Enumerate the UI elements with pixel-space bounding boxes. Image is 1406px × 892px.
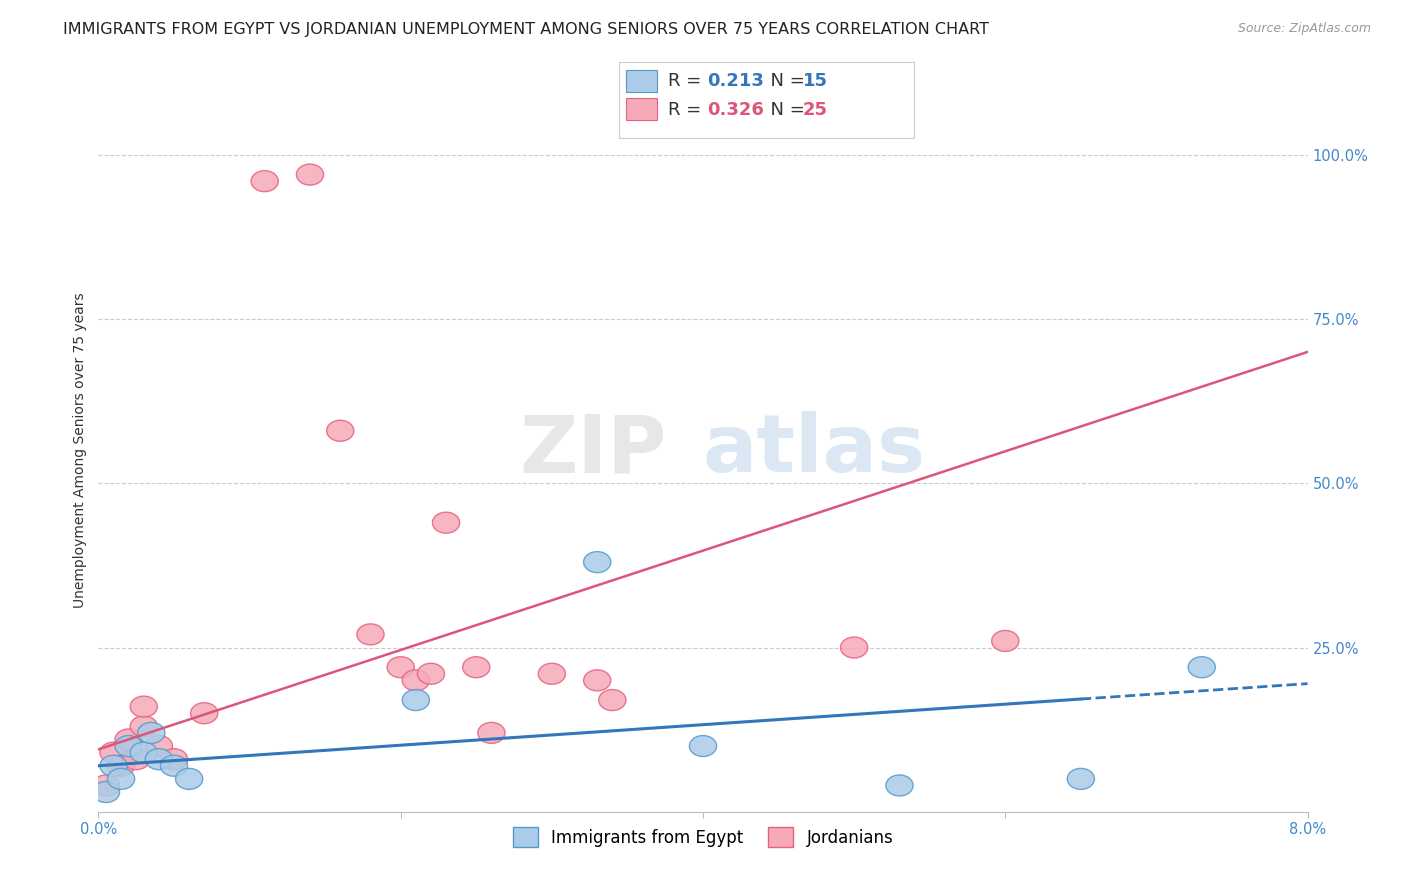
Ellipse shape [402,690,429,711]
Text: 0.326: 0.326 [707,101,763,119]
Ellipse shape [138,723,165,743]
Ellipse shape [326,420,354,442]
Ellipse shape [160,756,187,776]
Text: ZIP: ZIP [519,411,666,490]
Y-axis label: Unemployment Among Seniors over 75 years: Unemployment Among Seniors over 75 years [73,293,87,608]
Text: R =: R = [668,101,707,119]
Ellipse shape [297,164,323,186]
Text: 25: 25 [803,101,828,119]
Ellipse shape [1188,657,1215,678]
Ellipse shape [357,624,384,645]
Text: N =: N = [759,72,811,90]
Ellipse shape [538,664,565,684]
Ellipse shape [107,768,135,789]
Ellipse shape [583,670,610,691]
Ellipse shape [252,170,278,192]
Ellipse shape [599,690,626,711]
Ellipse shape [191,703,218,723]
Text: 15: 15 [803,72,828,90]
Ellipse shape [433,512,460,533]
Ellipse shape [841,637,868,658]
Ellipse shape [93,775,120,796]
Ellipse shape [131,715,157,737]
Ellipse shape [93,781,120,803]
Ellipse shape [418,664,444,684]
Ellipse shape [991,631,1019,651]
Ellipse shape [478,723,505,743]
Ellipse shape [1067,768,1094,789]
Ellipse shape [122,748,150,770]
Text: 0.213: 0.213 [707,72,763,90]
Legend: Immigrants from Egypt, Jordanians: Immigrants from Egypt, Jordanians [506,821,900,854]
Ellipse shape [463,657,489,678]
Ellipse shape [145,748,173,770]
Ellipse shape [115,729,142,750]
Ellipse shape [886,775,912,796]
Text: R =: R = [668,72,707,90]
Text: N =: N = [759,101,811,119]
Ellipse shape [583,551,610,573]
Ellipse shape [176,768,202,789]
Ellipse shape [689,736,717,756]
Ellipse shape [160,748,187,770]
Ellipse shape [387,657,415,678]
Ellipse shape [107,756,135,776]
Ellipse shape [100,742,127,764]
Ellipse shape [145,736,173,756]
Ellipse shape [100,756,127,776]
Ellipse shape [402,670,429,691]
Text: IMMIGRANTS FROM EGYPT VS JORDANIAN UNEMPLOYMENT AMONG SENIORS OVER 75 YEARS CORR: IMMIGRANTS FROM EGYPT VS JORDANIAN UNEMP… [63,22,990,37]
Ellipse shape [115,736,142,756]
Text: Source: ZipAtlas.com: Source: ZipAtlas.com [1237,22,1371,36]
Ellipse shape [131,696,157,717]
Text: atlas: atlas [703,411,927,490]
Ellipse shape [131,742,157,764]
